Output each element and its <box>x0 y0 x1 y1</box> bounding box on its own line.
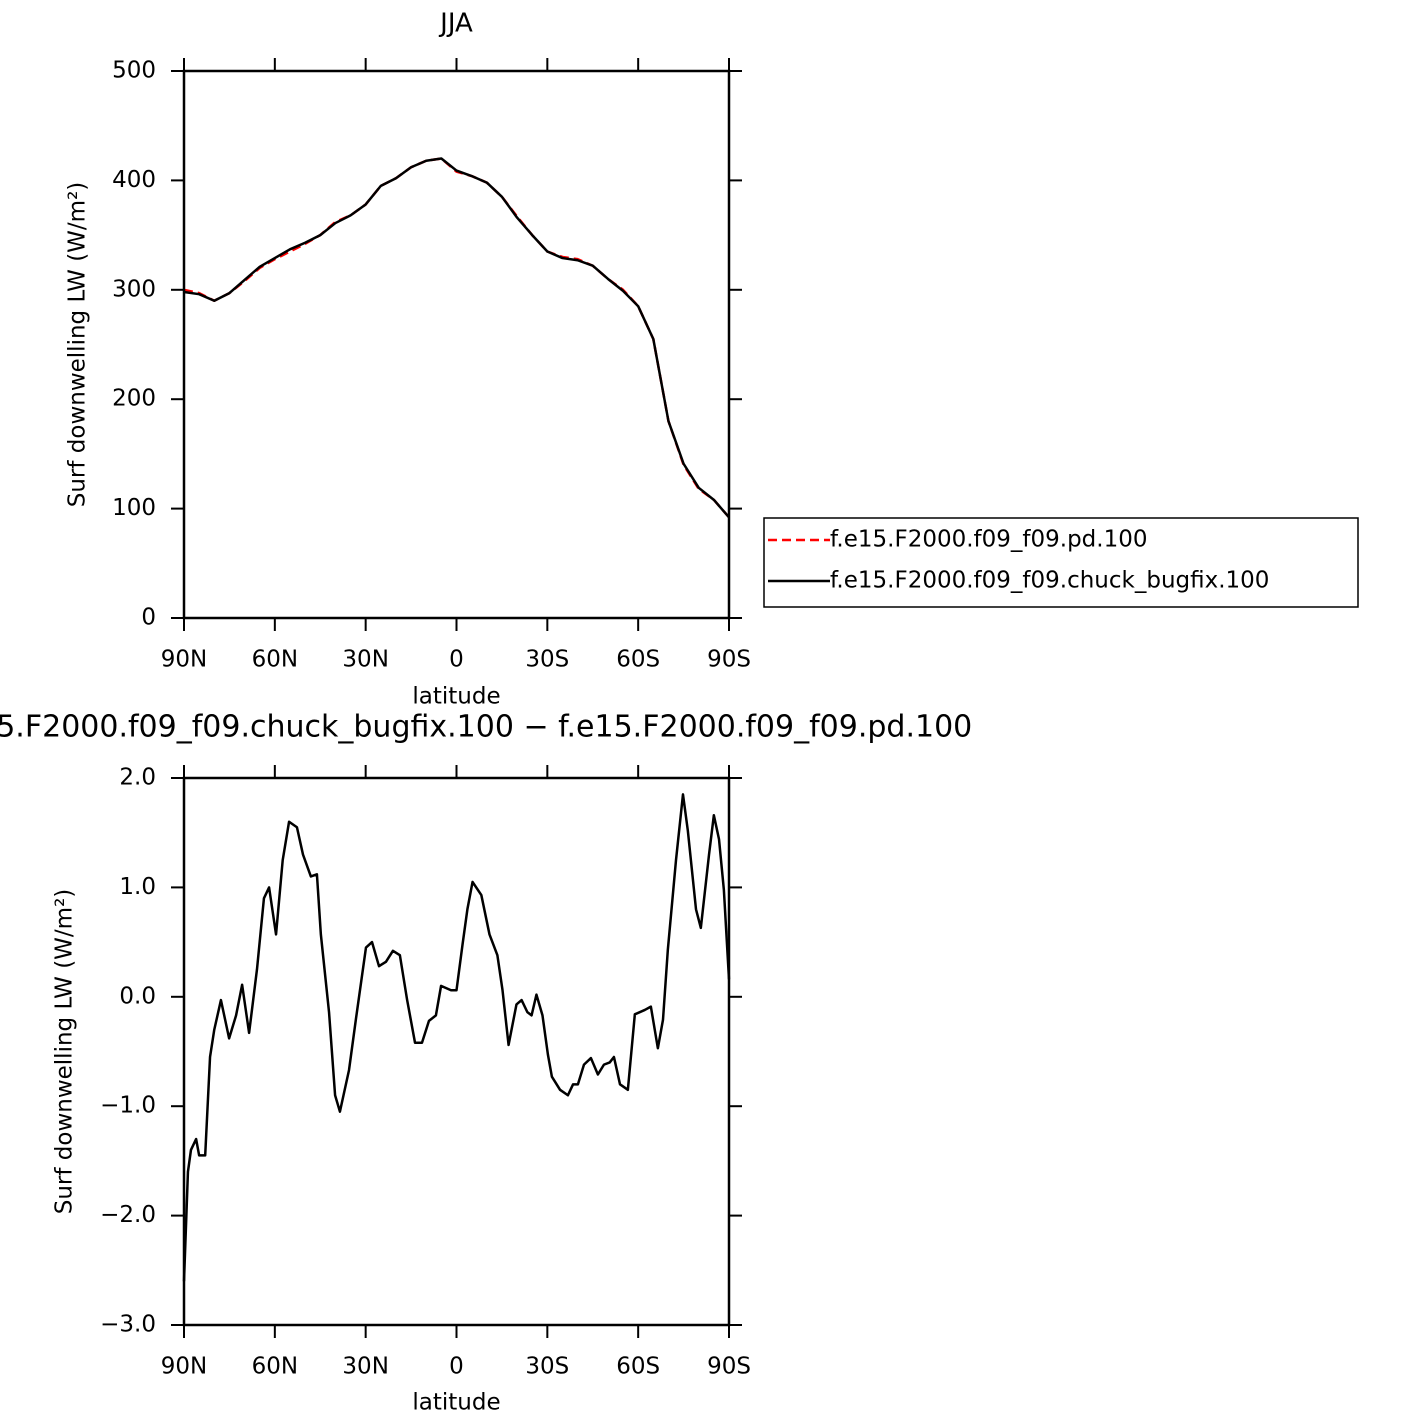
y-tick-label: 100 <box>112 495 156 521</box>
y-axis-label: Surf downwelling LW (W/m²) <box>52 889 78 1215</box>
legend-label: f.e15.F2000.f09_f09.chuck_bugfix.100 <box>830 568 1269 594</box>
data-line <box>183 157 730 519</box>
y-tick-label: −3.0 <box>100 1312 156 1338</box>
y-tick-label: −1.0 <box>100 1093 156 1119</box>
x-axis-label: latitude <box>412 684 500 710</box>
y-tick-label: 300 <box>112 276 156 302</box>
x-tick-label: 60N <box>252 1354 298 1380</box>
y-tick-label: 0 <box>141 605 156 631</box>
x-tick-label: 30S <box>525 1354 569 1380</box>
x-tick-label: 60S <box>616 647 660 673</box>
x-tick-label: 90S <box>707 1354 751 1380</box>
legend-box <box>763 517 1359 608</box>
x-tick-label: 0 <box>449 1354 464 1380</box>
data-line <box>183 157 730 519</box>
chart-title: JJA <box>438 9 473 39</box>
y-axis-label: Surf downwelling LW (W/m²) <box>65 182 91 508</box>
x-tick-label: 30N <box>342 647 388 673</box>
x-tick-label: 90N <box>161 1354 207 1380</box>
x-axis-label: latitude <box>412 1390 500 1416</box>
y-tick-label: 200 <box>112 386 156 412</box>
data-line <box>182 793 731 1282</box>
y-tick-label: 2.0 <box>119 765 156 791</box>
x-tick-label: 90N <box>161 647 207 673</box>
y-tick-label: 1.0 <box>119 874 156 900</box>
plot-frame <box>182 776 731 1327</box>
x-tick-label: 60N <box>252 647 298 673</box>
x-tick-label: 30N <box>342 1354 388 1380</box>
y-tick-label: 0.0 <box>119 983 156 1009</box>
chart-title: f.e15.F2000.f09_f09.chuck_bugfix.100 − f… <box>0 710 972 745</box>
legend-label: f.e15.F2000.f09_f09.pd.100 <box>830 527 1148 553</box>
y-tick-label: 500 <box>112 58 156 84</box>
x-tick-label: 90S <box>707 647 751 673</box>
y-tick-label: −2.0 <box>100 1202 156 1228</box>
y-tick-label: 400 <box>112 167 156 193</box>
x-tick-label: 60S <box>616 1354 660 1380</box>
plot-frame <box>182 69 731 620</box>
x-tick-label: 0 <box>449 647 464 673</box>
x-tick-label: 30S <box>525 647 569 673</box>
